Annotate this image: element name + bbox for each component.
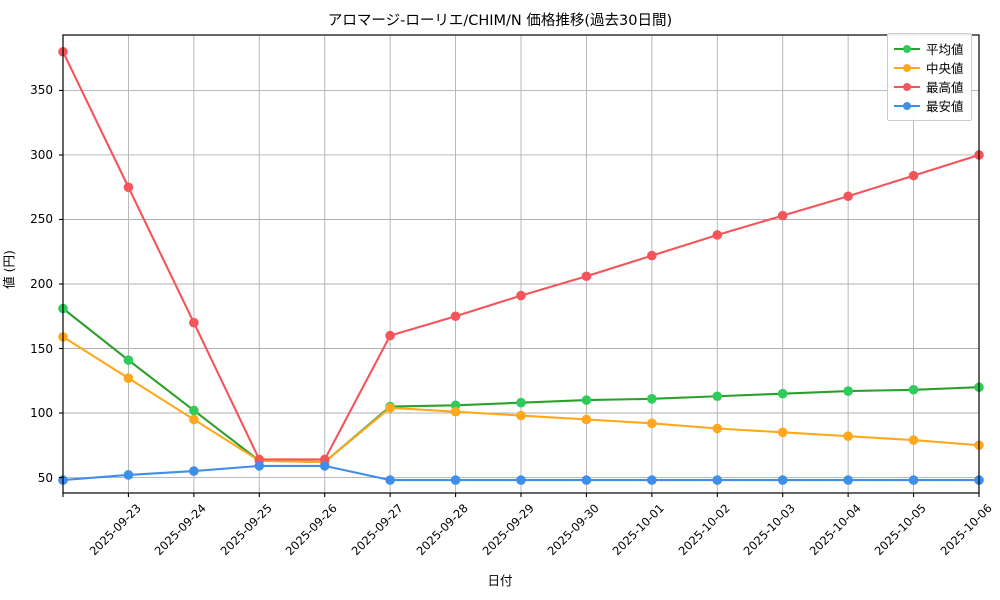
data-point [450, 311, 461, 322]
data-point [189, 405, 199, 416]
legend-label: 平均値 [926, 42, 964, 57]
data-point [385, 475, 395, 485]
y-tick-label: 300 [30, 147, 53, 162]
data-point [189, 317, 199, 328]
data-point [319, 461, 330, 471]
data-point [908, 475, 919, 485]
data-point [581, 414, 592, 425]
data-point [777, 475, 788, 485]
y-tick-label: 350 [30, 83, 53, 98]
tick-marks [59, 89, 980, 497]
legend-marker-icon [894, 43, 920, 55]
data-point [843, 475, 853, 485]
legend-item-0: 平均値 [894, 39, 964, 58]
data-point [581, 475, 592, 485]
legend-marker-icon [894, 100, 920, 112]
data-point [908, 435, 919, 445]
data-point [385, 403, 395, 413]
chart-legend: 平均値中央値最高値最安値 [887, 33, 972, 121]
data-point [254, 461, 265, 471]
legend-item-1: 中央値 [894, 58, 964, 77]
y-tick-label: 200 [30, 276, 53, 291]
data-point [516, 410, 526, 421]
legend-label: 最高値 [926, 80, 964, 95]
data-point [712, 423, 723, 434]
data-point [843, 386, 853, 396]
data-point [123, 182, 134, 193]
legend-marker-icon [894, 62, 920, 74]
data-point [777, 427, 788, 438]
data-point [843, 191, 853, 202]
data-point [581, 271, 592, 282]
data-point [516, 290, 526, 301]
legend-marker-icon [894, 81, 920, 93]
data-point [647, 394, 657, 404]
data-point [908, 384, 919, 395]
legend-item-3: 最安値 [894, 96, 964, 115]
data-point [843, 431, 853, 442]
data-point [647, 475, 657, 485]
data-point [647, 250, 657, 261]
data-point [581, 395, 592, 405]
legend-label: 最安値 [926, 99, 964, 114]
data-point [123, 470, 134, 480]
x-axis-label: 日付 [487, 573, 513, 588]
chart-title: アロマージ-ローリエ/CHIM/N 価格推移(過去30日間) [327, 13, 673, 29]
data-point [516, 397, 526, 408]
legend-label: 中央値 [926, 61, 964, 76]
data-point [450, 475, 461, 485]
legend-item-2: 最高値 [894, 77, 964, 96]
y-tick-label: 50 [37, 470, 53, 485]
data-point [777, 388, 788, 399]
data-point [450, 406, 461, 417]
data-point [189, 414, 199, 425]
data-point [189, 466, 199, 476]
data-point [123, 373, 134, 383]
data-point [777, 210, 788, 221]
data-point [516, 475, 526, 485]
y-tick-label: 150 [30, 341, 53, 356]
data-point [712, 475, 723, 485]
data-point [712, 391, 723, 402]
data-point [385, 330, 395, 341]
data-point [123, 355, 134, 365]
data-point [712, 230, 723, 240]
data-point [908, 170, 919, 181]
data-point [647, 418, 657, 429]
y-tick-label: 100 [30, 406, 53, 420]
y-tick-label: 250 [30, 212, 53, 227]
